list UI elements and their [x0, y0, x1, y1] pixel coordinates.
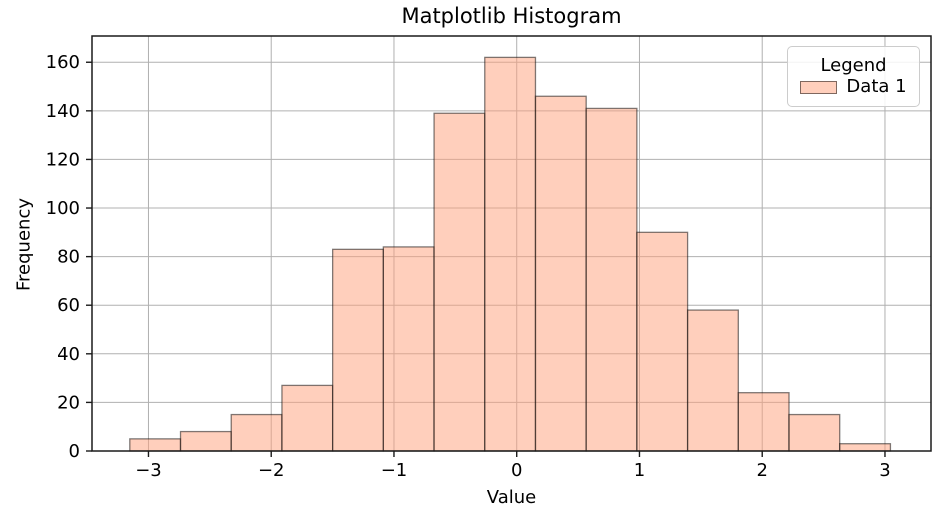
histogram-bar [484, 56, 537, 452]
histogram-bar [534, 95, 587, 452]
histogram-bar [281, 384, 334, 452]
x-tick-label: −2 [258, 460, 285, 481]
x-tick-label: 0 [511, 460, 522, 481]
x-tick-label: −3 [135, 460, 162, 481]
histogram-bar [636, 231, 689, 452]
y-tick-label: 100 [46, 198, 80, 219]
histogram-bar [839, 443, 892, 452]
x-tick-label: 1 [634, 460, 645, 481]
y-axis-label: Frequency [13, 198, 35, 291]
x-axis-label: Value [486, 487, 537, 508]
y-tick-label: 120 [46, 149, 80, 170]
y-tick-label: 80 [57, 247, 80, 268]
y-tick-label: 140 [46, 101, 80, 122]
histogram-bar [585, 107, 638, 452]
legend-entry-label: Data 1 [846, 76, 907, 97]
x-tick-label: 2 [756, 460, 767, 481]
x-tick-label: −1 [381, 460, 408, 481]
legend-title: Legend [820, 55, 887, 76]
plot-spines [91, 35, 932, 452]
legend: Legend Data 1 [787, 46, 920, 107]
histogram-bar [179, 430, 232, 452]
y-tick-label: 20 [57, 392, 80, 413]
y-tick-label: 60 [57, 295, 80, 316]
legend-swatch-data-1 [800, 80, 838, 94]
histogram-bar [788, 413, 841, 452]
histogram-bar [230, 413, 283, 452]
y-tick-label: 40 [57, 344, 80, 365]
y-tick-label: 160 [46, 52, 80, 73]
chart-title: Matplotlib Histogram [401, 4, 622, 28]
histogram-bar [433, 112, 486, 452]
histogram-bar [737, 392, 790, 452]
legend-entry: Data 1 [800, 76, 907, 97]
y-tick-label: 0 [69, 441, 80, 462]
histogram-bar [686, 309, 739, 452]
x-tick-label: 3 [879, 460, 890, 481]
histogram-bar [129, 438, 182, 452]
histogram-bar [382, 246, 435, 452]
histogram-bar [331, 248, 384, 452]
